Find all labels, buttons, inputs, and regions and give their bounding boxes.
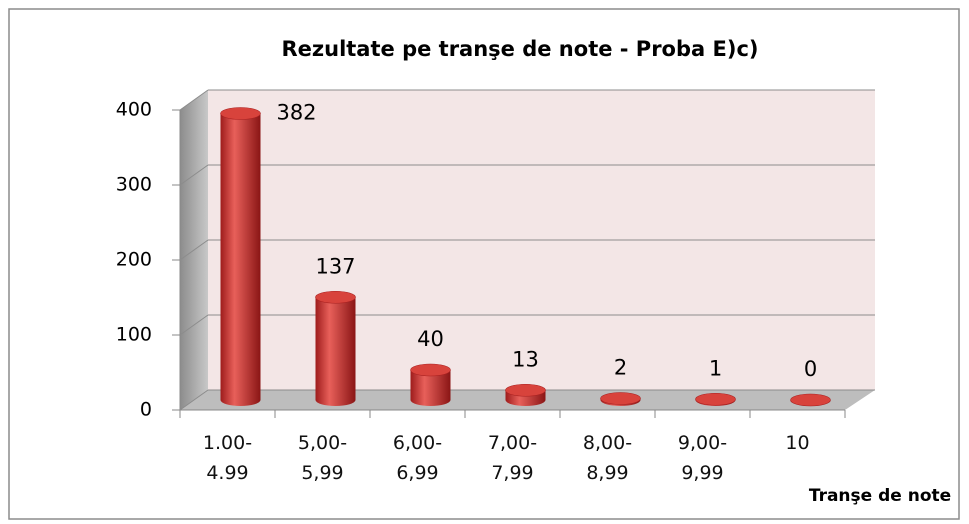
x-tick-label: 8,00- 8,99	[582, 432, 633, 484]
chart-title: Rezultate pe tranşe de note - Proba E)c)	[281, 37, 758, 61]
bar-top	[695, 392, 736, 406]
value-label: 1	[709, 356, 722, 380]
bar	[220, 107, 261, 407]
value-label: 382	[276, 101, 316, 125]
value-label: 0	[804, 357, 817, 381]
y-tick-label: 400	[116, 99, 152, 121]
x-tick-label: 1.00- 4.99	[202, 432, 253, 484]
x-tick-label: 5,00- 5,99	[297, 432, 348, 484]
grid-line-side	[179, 389, 209, 411]
bar	[315, 290, 356, 406]
bar-body	[410, 370, 451, 407]
value-label: 13	[512, 347, 539, 371]
value-label: 137	[315, 254, 355, 278]
y-tick-label: 100	[116, 324, 152, 346]
bar	[600, 392, 641, 407]
bar-top	[315, 290, 356, 304]
bar-top	[410, 363, 451, 377]
bar	[505, 383, 546, 407]
x-tick-label: 7,00- 7,99	[487, 432, 538, 484]
y-tick-label: 0	[140, 399, 152, 421]
bar-top	[220, 107, 261, 120]
grid-line-side	[179, 314, 209, 336]
grid-line-side	[179, 239, 209, 261]
y-tick-label: 200	[116, 249, 152, 271]
x-tick-label: 10	[785, 432, 810, 454]
grid-line-side	[179, 89, 209, 111]
bar-top	[505, 383, 546, 397]
bar-top	[790, 393, 831, 407]
bar-top	[600, 392, 641, 405]
grid-line-side	[179, 164, 209, 186]
bar	[790, 393, 831, 407]
bar	[410, 363, 451, 407]
x-tick-label: 9,00- 9,99	[677, 432, 728, 484]
y-tick-label: 300	[116, 174, 152, 196]
bar	[695, 392, 736, 407]
x-tick-label: 6,00- 6,99	[392, 432, 443, 484]
value-label: 2	[614, 356, 627, 380]
value-label: 40	[417, 327, 444, 351]
bar-body	[315, 297, 356, 406]
x-axis-label: Tranşe de note	[809, 486, 951, 506]
bar-body	[220, 113, 261, 407]
